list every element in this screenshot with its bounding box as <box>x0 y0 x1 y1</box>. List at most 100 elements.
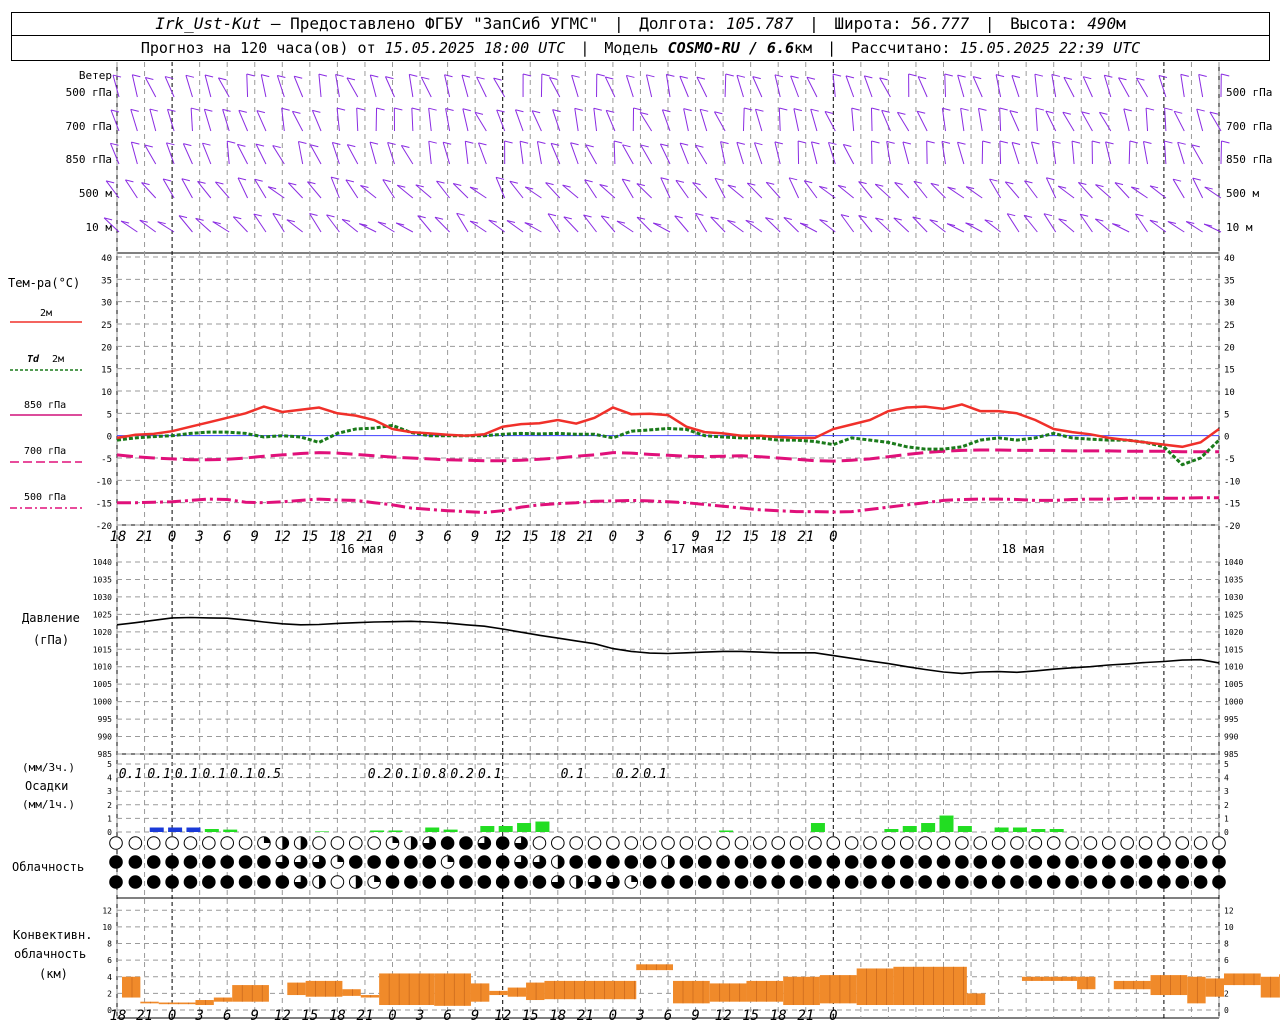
wind-barb-flag <box>356 107 365 111</box>
model-label: Модель <box>604 39 659 57</box>
cloud-fill <box>1194 855 1207 869</box>
wind-barb <box>1052 141 1057 165</box>
wind-barb-flag <box>745 219 754 223</box>
wind-barb-flag <box>415 184 424 188</box>
wind-barb-flag <box>819 219 828 223</box>
wind-barb <box>699 109 708 132</box>
wind-barb <box>256 110 267 132</box>
wind-barb-flag <box>636 183 645 187</box>
precip-amount-label: 0.1 <box>395 767 418 782</box>
cloud-cell <box>863 855 877 869</box>
cloud-fill <box>735 855 748 869</box>
cloud-fill <box>202 855 216 869</box>
cloud-cell <box>312 855 326 869</box>
cloud-cell <box>973 836 988 850</box>
wind-barb <box>622 144 634 165</box>
wind-barb-flag <box>783 217 792 220</box>
precip-bar <box>425 827 440 832</box>
wind-barb <box>141 182 157 199</box>
wind-barb <box>144 77 157 98</box>
wind-barb <box>1118 77 1130 98</box>
pressure-tick: 990 <box>98 733 113 742</box>
cloud-fill <box>900 875 914 889</box>
wind-barb <box>661 109 671 132</box>
x-tick: 21 <box>797 529 814 545</box>
cloud-fill <box>955 855 969 869</box>
cloud-cell <box>146 875 161 889</box>
cloud-fill <box>643 855 656 869</box>
wind-barb <box>713 111 726 132</box>
cloud-circle <box>734 836 749 850</box>
wind-barb <box>474 112 487 132</box>
cloud-cell <box>367 855 381 869</box>
wind-barb <box>745 219 763 233</box>
wind-barb <box>886 141 891 165</box>
precip-amount-label: 0.1 <box>478 767 501 782</box>
wind-barb-flag <box>345 179 355 183</box>
cloud-cell <box>587 836 602 850</box>
cloud-cell <box>679 875 694 889</box>
wind-barb-flag <box>396 222 405 226</box>
cloud-fill <box>257 855 271 869</box>
wind-barb <box>360 185 377 199</box>
wind-barb <box>753 142 763 165</box>
wind-barb-flag <box>666 73 675 77</box>
wind-barb <box>335 74 340 98</box>
conv-bar <box>636 964 673 971</box>
wind-barb <box>204 74 212 98</box>
wind-barb-flag <box>163 178 172 182</box>
wind-barb-flag <box>851 107 860 111</box>
cloud-cell <box>734 836 749 850</box>
cloud-cell <box>202 836 216 850</box>
wind-barb-flag <box>774 141 784 145</box>
cloud-cell <box>220 875 234 889</box>
cloud-fill <box>276 855 289 869</box>
wind-barb-flag <box>347 144 356 148</box>
wind-barb-flag <box>840 214 850 218</box>
wind-barb <box>1158 75 1167 98</box>
pressure-tick: 1010 <box>93 663 112 672</box>
model-name: COSMO-RU / 6.6 <box>667 39 795 57</box>
wind-level-label-right: 700 гПа <box>1226 120 1272 133</box>
cloud-circle <box>1138 836 1153 850</box>
wind-barb <box>828 142 836 165</box>
wind-barb <box>978 108 983 132</box>
wind-barb <box>683 108 689 132</box>
wind-barb <box>916 111 928 132</box>
wind-barb-flag <box>120 220 130 224</box>
temp-tick: 20 <box>101 343 112 353</box>
wind-barb-flag <box>562 184 571 188</box>
pressure-tick: 985 <box>98 750 113 759</box>
cloud-cell <box>918 855 932 869</box>
wind-barb <box>570 142 579 165</box>
wind-barb <box>506 220 524 233</box>
wind-barb <box>286 219 303 233</box>
wind-barb <box>536 141 542 165</box>
precip-bar <box>994 827 1009 832</box>
wind-barb <box>585 144 597 165</box>
pressure-tick-right: 1040 <box>1224 558 1243 567</box>
cloud-cell <box>899 836 914 850</box>
wind-barb-flag <box>593 107 602 111</box>
wind-barb <box>778 108 781 132</box>
cloud-circle <box>844 836 859 850</box>
x-tick-bottom: 18 <box>549 1008 566 1024</box>
wind-barb-flag <box>436 180 445 184</box>
cloud-circle <box>899 836 914 850</box>
pressure-tick: 1035 <box>93 575 112 584</box>
conv-bar <box>379 973 435 1006</box>
wind-barb-flag <box>421 76 430 80</box>
cloud-cell <box>1102 836 1116 850</box>
cloud-cell <box>936 855 951 869</box>
wind-barb <box>1167 221 1185 233</box>
wind-barb <box>330 176 340 199</box>
cloud-fill <box>239 855 252 869</box>
wind-barb-flag <box>443 141 452 145</box>
wind-barb <box>144 144 157 165</box>
cloud-cell <box>202 875 216 889</box>
cloud-cell <box>826 875 841 889</box>
wind-barb-flag <box>204 74 214 78</box>
wind-barb <box>1077 182 1093 199</box>
wind-barb <box>679 76 689 98</box>
wind-barb-flag <box>727 219 736 223</box>
